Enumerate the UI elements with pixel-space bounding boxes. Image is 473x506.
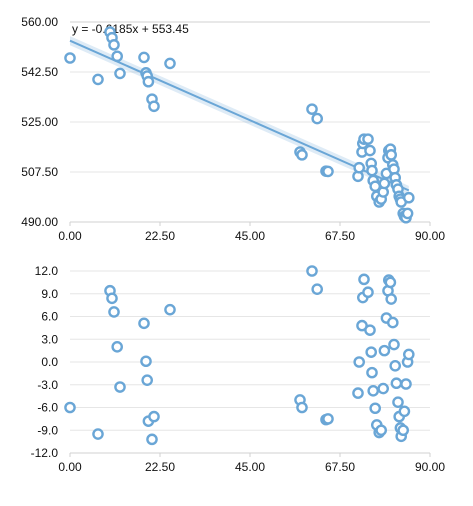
data-point <box>378 177 391 190</box>
chart-panel-2: 12.0 9.0 6.0 3.0 0.0 -3.0 -6.0 -9.0 -12.00.00 22.… <box>31 264 446 474</box>
data-point <box>114 381 126 393</box>
data-point <box>353 161 366 174</box>
data-point <box>322 165 334 178</box>
data-point <box>311 112 324 125</box>
x-tick-label: 0.00 <box>58 229 82 243</box>
data-point <box>141 374 153 387</box>
data-point <box>146 433 158 446</box>
data-point <box>402 348 415 361</box>
data-point <box>369 402 382 415</box>
data-point <box>375 424 388 437</box>
data-point <box>64 401 76 414</box>
data-point <box>311 283 324 296</box>
data-point <box>353 356 366 368</box>
data-point <box>378 344 391 357</box>
data-point <box>362 286 374 299</box>
data-point <box>365 346 378 358</box>
x-tick-label: 22.50 <box>145 229 175 243</box>
y-tick-label: -12.0 <box>31 446 59 460</box>
data-point <box>64 52 76 64</box>
data-point <box>106 292 118 305</box>
data-point <box>164 57 176 70</box>
data-point <box>108 306 120 318</box>
y-tick-label: 12.0 <box>35 264 59 278</box>
data-point <box>377 382 390 395</box>
data-point <box>385 149 398 161</box>
data-point <box>148 410 160 423</box>
data-point <box>364 324 376 336</box>
data-point <box>164 303 176 316</box>
data-point <box>138 51 150 64</box>
data-point <box>384 276 397 289</box>
y-tick-label: 507.50 <box>21 165 58 179</box>
data-point <box>111 341 123 353</box>
x-tick-label: 67.50 <box>325 460 355 474</box>
data-point <box>402 191 415 204</box>
y-tick-label: 490.00 <box>21 215 58 229</box>
data-point <box>401 207 414 220</box>
data-point <box>140 355 152 368</box>
chart-panel-1: 490.00 507.50 525.00 542.50 560.00 0.00 22.50 4… <box>21 15 445 243</box>
data-point <box>138 317 150 330</box>
y-tick-label: 9.0 <box>41 287 58 301</box>
data-point <box>398 405 411 418</box>
x-tick-label: 45.00 <box>235 460 265 474</box>
data-point <box>400 378 412 390</box>
data-point <box>388 338 400 351</box>
data-point <box>364 144 376 157</box>
data-point <box>306 265 318 277</box>
x-tick-label: 22.50 <box>145 460 175 474</box>
data-point <box>366 366 378 379</box>
data-point <box>389 359 402 372</box>
data-point <box>322 413 334 425</box>
y-tick-label: 525.00 <box>21 115 58 129</box>
x-tick-label: 67.50 <box>325 229 355 243</box>
y-tick-label: 560.00 <box>21 15 58 29</box>
data-point <box>306 103 318 115</box>
x-tick-label: 45.00 <box>235 229 265 243</box>
data-point <box>114 67 126 80</box>
data-point <box>142 75 155 88</box>
x-tick-label: 0.00 <box>58 460 82 474</box>
data-point <box>108 39 120 51</box>
y-tick-label: 0.0 <box>41 355 58 369</box>
data-point <box>358 273 370 286</box>
data-point <box>392 396 404 408</box>
data-point <box>390 377 403 390</box>
data-point <box>385 293 398 305</box>
data-point <box>366 164 378 177</box>
regression-line <box>69 39 410 192</box>
data-point <box>362 133 374 145</box>
y-tick-label: 542.50 <box>21 65 58 79</box>
data-point <box>148 100 160 113</box>
data-point <box>367 385 380 397</box>
data-point <box>386 316 399 329</box>
data-point <box>296 401 308 414</box>
y-tick-label: -6.0 <box>37 401 58 415</box>
data-point <box>111 50 123 63</box>
data-point <box>352 387 364 399</box>
y-tick-label: -3.0 <box>37 378 58 392</box>
data-point <box>296 149 308 161</box>
y-tick-label: -9.0 <box>37 423 58 437</box>
y-tick-label: 3.0 <box>41 332 58 346</box>
data-point <box>397 424 410 437</box>
y-tick-label: 6.0 <box>41 310 58 324</box>
x-tick-label: 90.00 <box>415 229 445 243</box>
data-point <box>92 73 104 86</box>
regression-equation: y = -0.6185x + 553.45 <box>72 22 189 36</box>
data-point <box>92 428 104 440</box>
x-tick-label: 90.00 <box>415 460 445 474</box>
